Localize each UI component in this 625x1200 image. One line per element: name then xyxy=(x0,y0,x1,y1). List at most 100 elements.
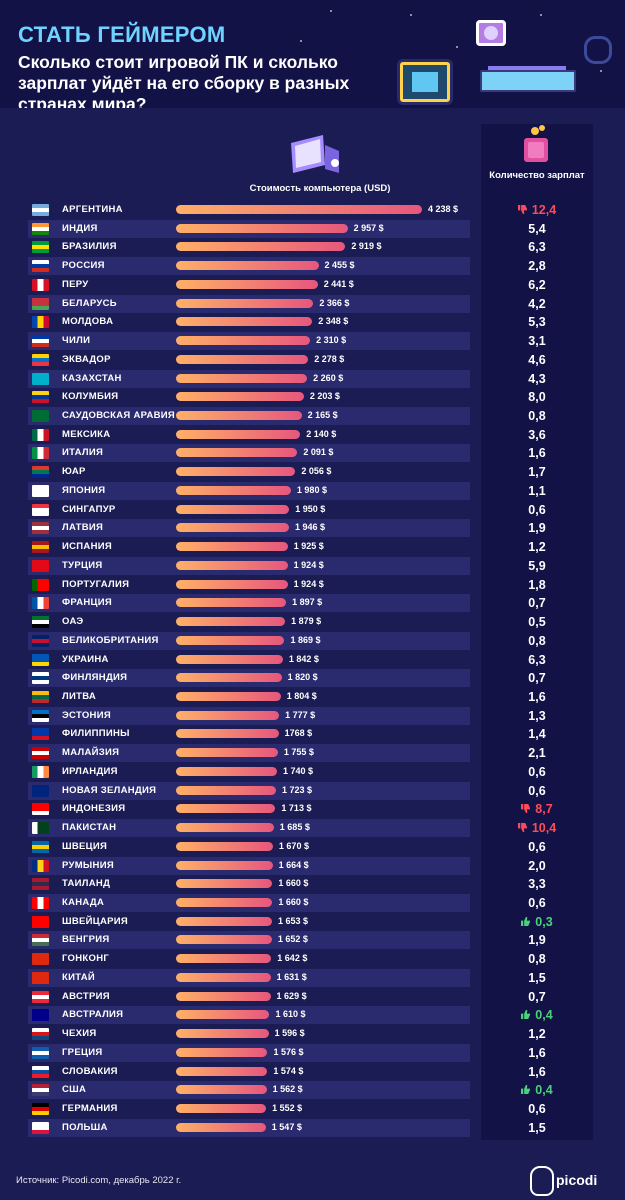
chart-row: КИТАЙ 1 631 $ 1,5 xyxy=(28,968,593,987)
cost-value-label: 1768 $ xyxy=(284,728,313,739)
salary-count: 1,9 xyxy=(481,933,593,947)
chart-row: ШВЕЙЦАРИЯ 1 653 $ 0,3 xyxy=(28,913,593,931)
salary-count: 4,6 xyxy=(481,353,593,367)
country-flag-icon xyxy=(32,971,49,984)
cost-value-label: 2 348 $ xyxy=(318,316,349,327)
cost-value-label: 2 310 $ xyxy=(316,335,347,346)
country-flag-icon xyxy=(32,597,49,610)
country-flag-icon xyxy=(32,784,49,797)
chart-row: ПЕРУ 2 441 $ 6,2 xyxy=(28,276,593,294)
salary-count-value: 1,5 xyxy=(528,970,546,985)
country-flag-icon xyxy=(32,503,49,516)
cost-bar xyxy=(176,785,276,795)
salary-count: 1,5 xyxy=(481,1121,593,1135)
salary-count: 0,6 xyxy=(481,896,593,910)
country-flag-icon xyxy=(32,466,49,479)
country-flag-icon xyxy=(32,616,49,629)
salary-count: 1,1 xyxy=(481,484,593,498)
country-flag-icon xyxy=(32,897,49,909)
cost-value-label: 1 924 $ xyxy=(293,559,324,570)
salary-count: 0,4 xyxy=(481,1008,593,1022)
salary-count: 0,6 xyxy=(481,1102,593,1116)
chart-row: БЕЛАРУСЬ 2 366 $ 4,2 xyxy=(28,294,593,313)
country-flag-icon xyxy=(32,316,49,329)
cost-bar xyxy=(176,523,289,533)
country-label: МОЛДОВА xyxy=(62,316,114,328)
country-label: МАЛАЙЗИЯ xyxy=(62,747,120,759)
salary-count: 1,2 xyxy=(481,1027,593,1041)
cost-bar xyxy=(176,392,304,402)
country-flag-icon xyxy=(32,428,49,441)
country-label: ГЕРМАНИЯ xyxy=(62,1103,118,1115)
cost-value-label: 1 660 $ xyxy=(278,878,309,889)
cost-value-label: 2 056 $ xyxy=(301,466,332,477)
country-flag-icon xyxy=(32,990,49,1003)
cost-bar xyxy=(176,1047,268,1057)
country-label: СЛОВАКИЯ xyxy=(62,1065,118,1077)
salary-count-value: 1,1 xyxy=(528,483,546,498)
cost-value-label: 1 755 $ xyxy=(283,747,314,758)
star-decoration xyxy=(600,70,602,72)
country-label: КАНАДА xyxy=(62,897,105,908)
chart-row: НОВАЯ ЗЕЛАНДИЯ 1 723 $ 0,6 xyxy=(28,781,593,800)
star-decoration xyxy=(540,14,542,16)
cost-bar xyxy=(176,411,302,421)
chart-row: ЛАТВИЯ 1 946 $ 1,9 xyxy=(28,519,593,538)
country-label: ФРАНЦИЯ xyxy=(62,597,113,609)
salary-count: 1,3 xyxy=(481,709,593,723)
salary-count-value: 0,6 xyxy=(528,839,546,854)
cost-bar xyxy=(176,748,278,758)
country-flag-icon xyxy=(32,747,49,760)
salary-count: 2,1 xyxy=(481,746,593,760)
cost-bar xyxy=(176,317,313,327)
salary-count: 0,8 xyxy=(481,634,593,648)
cost-value-label: 1 653 $ xyxy=(277,915,308,926)
country-label: ГРЕЦИЯ xyxy=(62,1046,103,1058)
salary-count: 0,7 xyxy=(481,596,593,610)
picodi-logo-icon xyxy=(530,1166,554,1196)
cost-value-label: 1 777 $ xyxy=(285,709,316,720)
country-label: ФИНЛЯНДИЯ xyxy=(62,672,128,684)
salary-count: 0,6 xyxy=(481,503,593,517)
cost-value-label: 1 629 $ xyxy=(276,990,307,1001)
country-label: ЛИТВА xyxy=(62,690,97,702)
country-label: ШВЕЦИЯ xyxy=(62,840,108,852)
country-label: АВСТРИЯ xyxy=(62,990,110,1002)
salary-count-value: 0,6 xyxy=(528,1102,546,1117)
picodi-logo-text: picodi xyxy=(556,1172,598,1188)
cost-value-label: 1 610 $ xyxy=(275,1009,306,1020)
country-flag-icon xyxy=(32,709,49,722)
cost-bar xyxy=(176,635,285,645)
salary-count-value: 0,8 xyxy=(528,952,546,967)
country-flag-icon xyxy=(32,1009,49,1022)
cost-bar xyxy=(176,1066,268,1076)
country-flag-icon xyxy=(32,803,49,816)
cost-bar xyxy=(176,935,272,945)
country-label: ТАИЛАНД xyxy=(62,878,111,890)
cost-bar xyxy=(176,598,287,608)
cost-value-label: 1 576 $ xyxy=(273,1046,304,1057)
cost-value-label: 1 804 $ xyxy=(286,690,317,701)
salary-count-value: 4,2 xyxy=(528,296,546,311)
salary-count: 12,4 xyxy=(481,203,593,217)
chart-row: ЮАР 2 056 $ 1,7 xyxy=(28,463,593,481)
chart-row: ФРАНЦИЯ 1 897 $ 0,7 xyxy=(28,594,593,613)
page-subtitle: Сколько стоит игровой ПК и сколько зарпл… xyxy=(18,52,350,108)
money-wallet-icon xyxy=(524,125,548,162)
country-label: КИТАЙ xyxy=(62,971,96,983)
chart-row: ИТАЛИЯ 2 091 $ 1,6 xyxy=(28,444,593,463)
salary-count-value: 0,8 xyxy=(528,409,546,424)
salary-count: 10,4 xyxy=(481,821,593,835)
salary-count-value: 1,6 xyxy=(528,446,546,461)
cost-value-label: 1 642 $ xyxy=(277,953,308,964)
country-label: ИТАЛИЯ xyxy=(62,447,104,459)
country-label: МЕКСИКА xyxy=(62,428,111,440)
cpu-chip-icon xyxy=(400,62,450,102)
chart-row: ОАЭ 1 879 $ 0,5 xyxy=(28,613,593,631)
salary-count-value: 2,0 xyxy=(528,858,546,873)
salary-count-column-header: Количество зарплат xyxy=(489,170,585,181)
country-flag-icon xyxy=(32,222,49,235)
cost-value-label: 1 552 $ xyxy=(272,1103,303,1114)
salary-count-value: 0,7 xyxy=(528,989,546,1004)
country-label: РУМЫНИЯ xyxy=(62,859,114,871)
